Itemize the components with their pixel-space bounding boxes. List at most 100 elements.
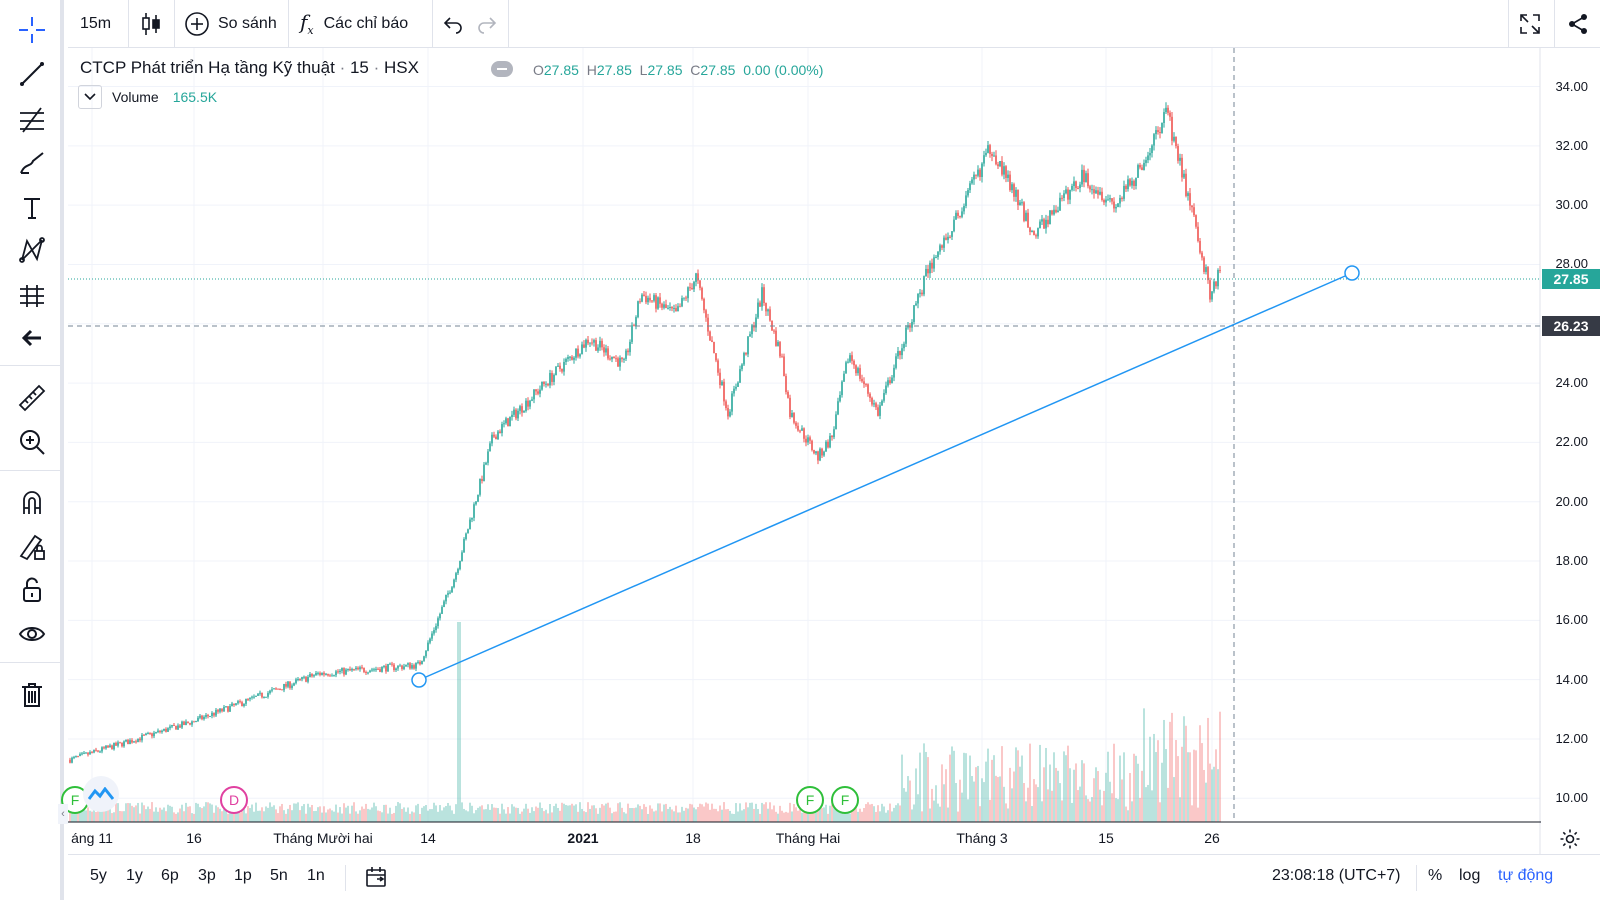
- trend-line-icon[interactable]: [12, 56, 52, 92]
- scroll-left-arrow[interactable]: ‹: [58, 804, 68, 824]
- candle-body: [457, 569, 459, 574]
- zoom-in-icon[interactable]: [12, 424, 52, 460]
- volume-bar: [253, 811, 255, 822]
- candle-body: [141, 734, 143, 741]
- volume-bar: [175, 813, 177, 822]
- auto-scale-toggle[interactable]: tự động: [1498, 867, 1554, 884]
- chart-type-button[interactable]: [140, 0, 162, 47]
- range-1d-button[interactable]: 1n: [307, 867, 325, 884]
- candle-body: [969, 183, 971, 191]
- candle-body: [837, 401, 839, 415]
- range-1m-button[interactable]: 1p: [234, 867, 252, 884]
- candle-body: [939, 245, 941, 252]
- arrow-left-icon[interactable]: [12, 320, 52, 356]
- volume-bar: [217, 807, 219, 822]
- volume-bar: [551, 812, 553, 822]
- time-scale[interactable]: áng 11 16 Tháng Mười hai 14 2021 18 Tháng Hai T…: [68, 822, 1541, 854]
- undo-button[interactable]: [442, 0, 464, 47]
- candle-body: [1143, 162, 1145, 171]
- crosshair-icon[interactable]: [12, 12, 52, 48]
- candle-body: [853, 360, 855, 366]
- range-6m-button[interactable]: 6p: [161, 867, 179, 884]
- candle-body: [473, 504, 475, 518]
- trash-icon[interactable]: [12, 676, 52, 712]
- candle-body: [889, 380, 891, 384]
- volume-bar: [731, 813, 733, 822]
- candle-body: [1043, 219, 1045, 229]
- financials-event-marker[interactable]: F: [796, 786, 824, 814]
- pattern-icon[interactable]: [12, 232, 52, 268]
- candle-body: [953, 219, 955, 232]
- interval-button[interactable]: 15m: [80, 0, 111, 47]
- candle-body: [731, 393, 733, 412]
- candle-body: [925, 268, 927, 277]
- volume-bar: [293, 803, 295, 822]
- volume-collapse-button[interactable]: [78, 85, 102, 109]
- volume-bar: [643, 804, 645, 822]
- volume-bar: [209, 803, 211, 822]
- magnet-icon[interactable]: [12, 484, 52, 520]
- forecast-icon[interactable]: [12, 278, 52, 314]
- indicators-button[interactable]: fx Các chỉ báo: [300, 0, 408, 47]
- range-1y-button[interactable]: 1y: [126, 867, 143, 884]
- eye-icon[interactable]: [12, 616, 52, 652]
- volume-bar: [613, 811, 615, 822]
- ruler-icon[interactable]: [12, 380, 52, 416]
- redo-button[interactable]: [476, 0, 498, 47]
- candle-body: [513, 409, 515, 415]
- candle-body: [397, 665, 399, 669]
- volume-bar: [769, 802, 771, 822]
- percent-scale-toggle[interactable]: %: [1428, 867, 1443, 884]
- fib-tools-icon[interactable]: [12, 102, 52, 138]
- dividend-event-marker[interactable]: D: [220, 786, 248, 814]
- candle-body: [1023, 202, 1025, 221]
- candle-body: [281, 689, 283, 691]
- chart-settings-button[interactable]: [1556, 826, 1584, 852]
- tradingview-logo-icon[interactable]: [83, 776, 119, 812]
- candle-body: [755, 317, 757, 328]
- candle-body: [507, 418, 509, 427]
- candle-body: [367, 672, 369, 674]
- volume-bar: [423, 806, 425, 822]
- share-button[interactable]: [1566, 0, 1590, 47]
- volume-bar: [743, 809, 745, 822]
- lock-drawing-icon[interactable]: [12, 528, 52, 564]
- candle-body: [1067, 189, 1069, 200]
- volume-bar: [1157, 740, 1159, 822]
- candle-body: [437, 618, 439, 627]
- candle-body: [581, 344, 583, 355]
- candle-body: [1149, 152, 1151, 156]
- candle-body: [983, 155, 985, 164]
- range-5d-button[interactable]: 5n: [270, 867, 288, 884]
- compare-button[interactable]: So sánh: [184, 0, 277, 47]
- volume-bar: [265, 806, 267, 822]
- volume-bar: [697, 806, 699, 822]
- range-3m-button[interactable]: 3p: [198, 867, 216, 884]
- text-icon[interactable]: [12, 190, 52, 226]
- candle-body: [293, 683, 295, 686]
- candle-body: [229, 706, 231, 712]
- range-5y-button[interactable]: 5y: [90, 867, 107, 884]
- brush-icon[interactable]: [12, 146, 52, 182]
- financials-event-marker[interactable]: F: [831, 786, 859, 814]
- volume-bars: [69, 622, 1221, 822]
- candle-body: [973, 174, 975, 180]
- candle-body: [681, 298, 683, 307]
- volume-bar: [981, 778, 983, 822]
- candle-body: [1181, 157, 1183, 178]
- price-scale[interactable]: 34.0032.0030.0028.0026.0024.0022.0020.00…: [1541, 48, 1600, 854]
- legend-toggle-button[interactable]: [491, 61, 513, 77]
- log-scale-toggle[interactable]: log: [1459, 867, 1481, 884]
- volume-bar: [857, 811, 859, 822]
- candle-body: [649, 297, 651, 301]
- candle-body: [1173, 136, 1175, 141]
- fullscreen-button[interactable]: [1518, 0, 1542, 47]
- go-to-date-button[interactable]: [364, 865, 388, 894]
- unlock-icon[interactable]: [12, 572, 52, 608]
- volume-bar: [677, 812, 679, 822]
- volume-bar: [1161, 762, 1163, 822]
- clock-time[interactable]: 23:08:18 (UTC+7): [1272, 867, 1401, 884]
- candle-body: [767, 309, 769, 312]
- candle-body: [325, 673, 327, 675]
